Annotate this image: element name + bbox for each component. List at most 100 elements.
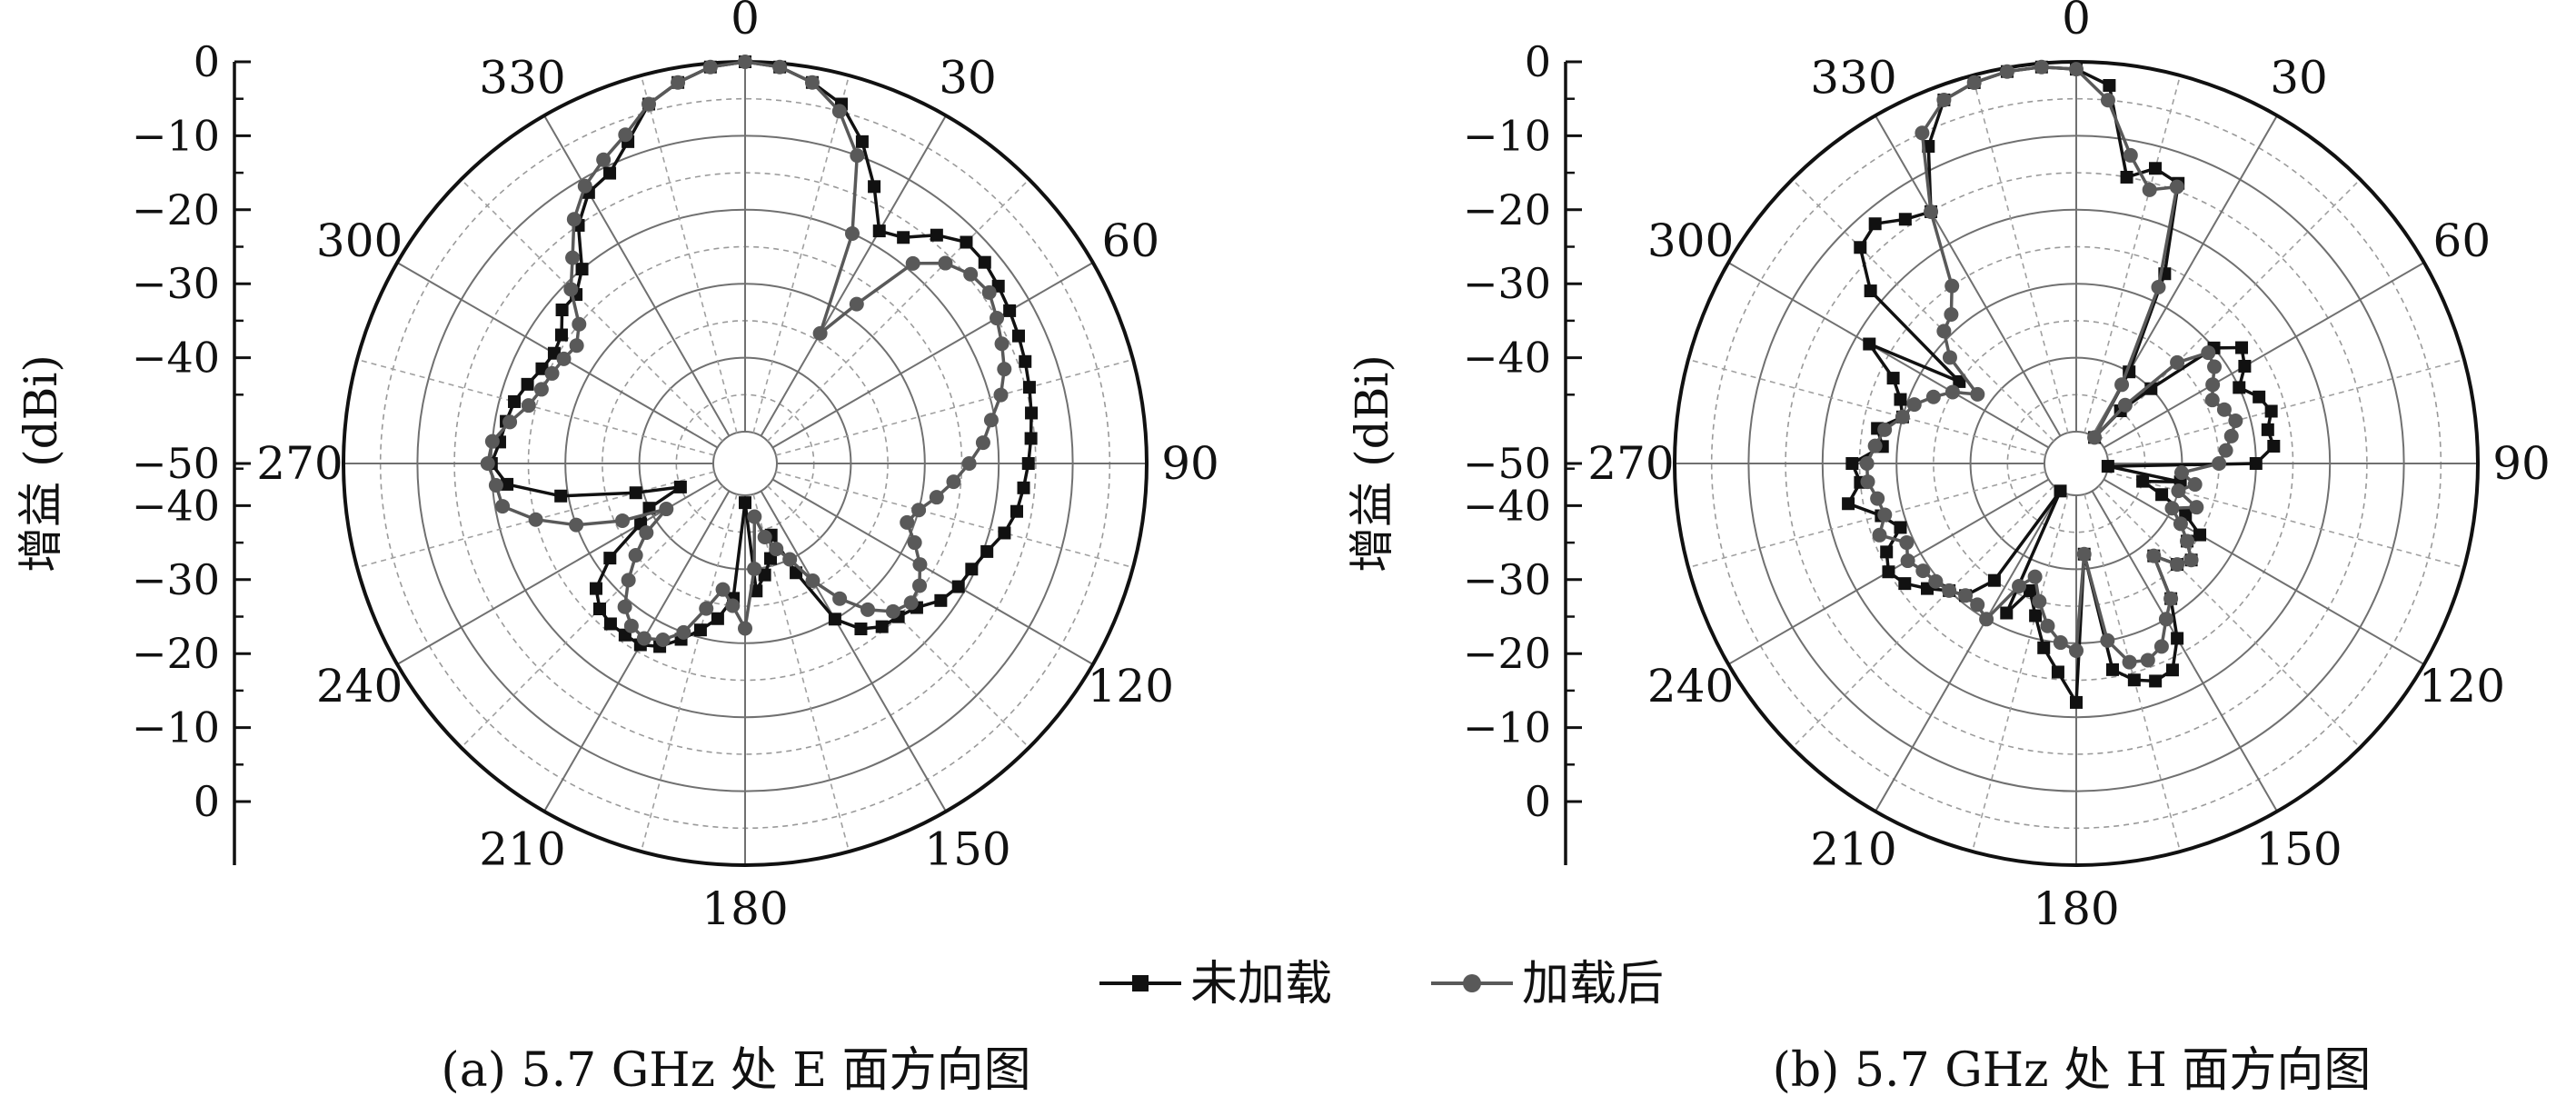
legend-marker-loaded — [1463, 974, 1481, 992]
data-point-unloaded — [592, 603, 606, 616]
data-point-loaded — [911, 503, 927, 518]
data-point-unloaded — [711, 612, 724, 625]
angle-tick-label: 0 — [2062, 0, 2091, 45]
data-point-unloaded — [693, 623, 707, 637]
data-point-loaded — [2163, 591, 2179, 606]
data-point-loaded — [1936, 324, 1952, 339]
radial-tick-label: 0 — [194, 37, 220, 86]
radial-tick-label: 0 — [1525, 37, 1551, 86]
data-point-loaded — [2216, 402, 2232, 417]
data-point-loaded — [1942, 583, 1957, 598]
data-point-loaded — [569, 517, 584, 533]
data-point-loaded — [2173, 516, 2188, 532]
data-point-loaded — [1899, 535, 1915, 551]
angle-tick-label: 120 — [1088, 660, 1174, 712]
data-point-unloaded — [1845, 457, 1859, 470]
data-point-loaded — [1900, 553, 1915, 569]
data-point-loaded — [738, 55, 752, 69]
grid-spoke-minor — [2084, 493, 2182, 852]
data-point-loaded — [1870, 491, 1885, 506]
data-point-unloaded — [603, 617, 617, 631]
data-point-loaded — [628, 547, 643, 563]
data-point-loaded — [495, 499, 511, 514]
angle-tick-label: 60 — [2433, 214, 2491, 267]
data-point-unloaded — [1894, 393, 1907, 406]
angle-tick-label: 0 — [731, 0, 760, 45]
data-point-loaded — [572, 316, 587, 332]
radial-tick-label: −20 — [132, 629, 220, 678]
data-point-unloaded — [555, 303, 569, 316]
data-point-unloaded — [980, 544, 994, 558]
data-point-unloaded — [2155, 488, 2169, 502]
data-point-unloaded — [1953, 374, 1966, 388]
grid-spoke-minor — [767, 178, 1030, 442]
data-point-unloaded — [629, 486, 642, 500]
angle-tick-label: 210 — [479, 822, 565, 875]
data-point-loaded — [577, 178, 592, 194]
data-point-loaded — [2034, 59, 2049, 75]
data-point-loaded — [903, 595, 919, 611]
data-point-unloaded — [2106, 663, 2120, 676]
data-point-unloaded — [603, 552, 617, 565]
data-point-loaded — [1944, 278, 1960, 294]
data-point-loaded — [2087, 430, 2103, 445]
grid-spoke — [1727, 262, 2050, 449]
grid-spoke — [543, 490, 731, 812]
data-point-unloaded — [1025, 406, 1039, 420]
data-point-unloaded — [951, 580, 965, 593]
data-point-loaded — [565, 250, 581, 265]
data-point-unloaded — [1894, 521, 1907, 534]
data-point-unloaded — [1854, 241, 1867, 254]
data-point-unloaded — [2264, 404, 2278, 418]
data-point-unloaded — [1011, 329, 1025, 343]
data-point-loaded — [623, 618, 639, 633]
radial-tick-label: 0 — [1525, 777, 1551, 826]
angle-tick-label: 150 — [924, 822, 1010, 875]
radial-tick-label: −50 — [132, 439, 220, 488]
data-point-loaded — [563, 282, 579, 297]
data-point-loaded — [963, 266, 979, 282]
radial-tick-label: −30 — [132, 555, 220, 604]
data-point-loaded — [2027, 569, 2043, 584]
data-point-unloaded — [2029, 609, 2043, 623]
data-point-loaded — [655, 633, 671, 648]
data-point-loaded — [849, 296, 864, 312]
angle-tick-label: 240 — [316, 660, 403, 712]
data-point-loaded — [757, 529, 772, 544]
data-point-unloaded — [2149, 674, 2163, 688]
data-point-loaded — [1958, 588, 1974, 603]
data-point-loaded — [621, 573, 636, 588]
data-point-loaded — [997, 362, 1012, 377]
data-point-loaded — [566, 212, 582, 227]
data-point-unloaded — [575, 263, 589, 276]
data-point-loaded — [2169, 179, 2184, 194]
data-point-loaded — [1877, 507, 1893, 523]
radial-tick-label: −50 — [1463, 439, 1551, 488]
data-point-loaded — [2164, 501, 2180, 516]
radial-axis-label: 增益 (dBi) — [15, 354, 67, 573]
angle-tick-label: 330 — [1810, 52, 1896, 105]
angle-tick-label: 30 — [939, 52, 997, 105]
data-point-loaded — [885, 603, 900, 619]
grid-spoke-minor — [1791, 178, 2054, 442]
data-point-loaded — [2142, 182, 2157, 197]
data-point-loaded — [2212, 456, 2227, 471]
data-point-loaded — [1970, 386, 1985, 402]
data-point-loaded — [831, 104, 847, 119]
radial-tick-label: −30 — [132, 259, 220, 308]
data-point-unloaded — [2267, 439, 2281, 453]
data-point-unloaded — [965, 563, 979, 576]
data-point-loaded — [480, 456, 495, 471]
data-point-loaded — [2207, 359, 2223, 374]
data-point-loaded — [2180, 533, 2195, 549]
angle-tick-label: 30 — [2270, 52, 2328, 105]
radial-tick-label: −40 — [132, 481, 220, 530]
data-point-loaded — [1942, 350, 1957, 365]
grid-spoke — [760, 115, 947, 437]
data-point-unloaded — [2238, 359, 2252, 373]
data-point-unloaded — [1886, 372, 1900, 385]
data-point-unloaded — [1868, 217, 1882, 231]
legend: 未加载 加载后 — [1099, 957, 1664, 1011]
data-point-loaded — [912, 557, 928, 573]
data-point-loaded — [484, 433, 500, 449]
